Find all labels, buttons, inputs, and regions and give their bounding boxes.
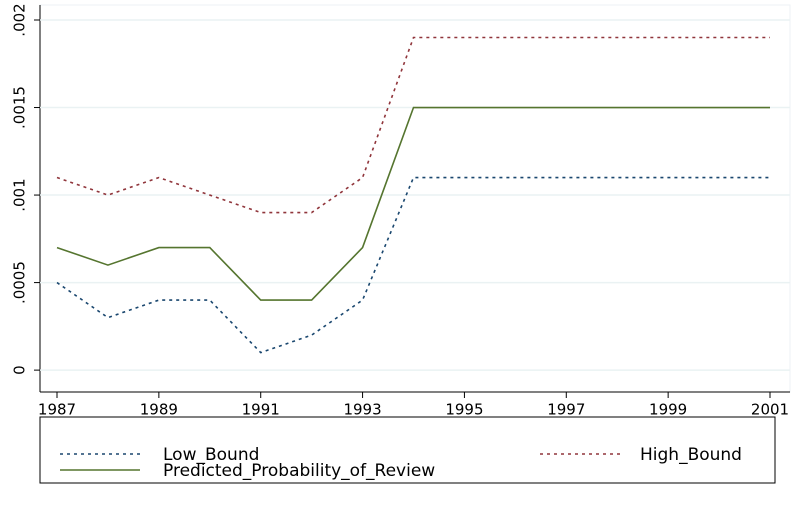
plot-region	[39, 4, 791, 393]
legend	[39, 416, 776, 484]
x-tick-label: 1991	[242, 401, 280, 419]
series-line	[56, 36, 770, 214]
x-tick-label: 1995	[445, 401, 483, 419]
y-tick-label: .001	[11, 178, 29, 211]
y-tick-label: 0	[11, 365, 29, 375]
x-tick-label: 2001	[751, 401, 789, 419]
legend-label: Low_Bound	[163, 445, 259, 465]
legend-label: High_Bound	[640, 445, 742, 465]
series-line	[56, 106, 770, 301]
y-tick-label: .002	[11, 3, 29, 36]
y-tick-label: .0015	[11, 86, 29, 129]
x-tick-label: 1999	[649, 401, 687, 419]
legend-label: Predicted_Probability_of_Review	[163, 461, 435, 481]
x-tick-label: 1989	[140, 401, 178, 419]
x-tick-label: 1993	[343, 401, 381, 419]
x-tick-label: 1997	[547, 401, 585, 419]
y-tick-label: .0005	[11, 261, 29, 304]
x-tick-label: 1987	[38, 401, 76, 419]
